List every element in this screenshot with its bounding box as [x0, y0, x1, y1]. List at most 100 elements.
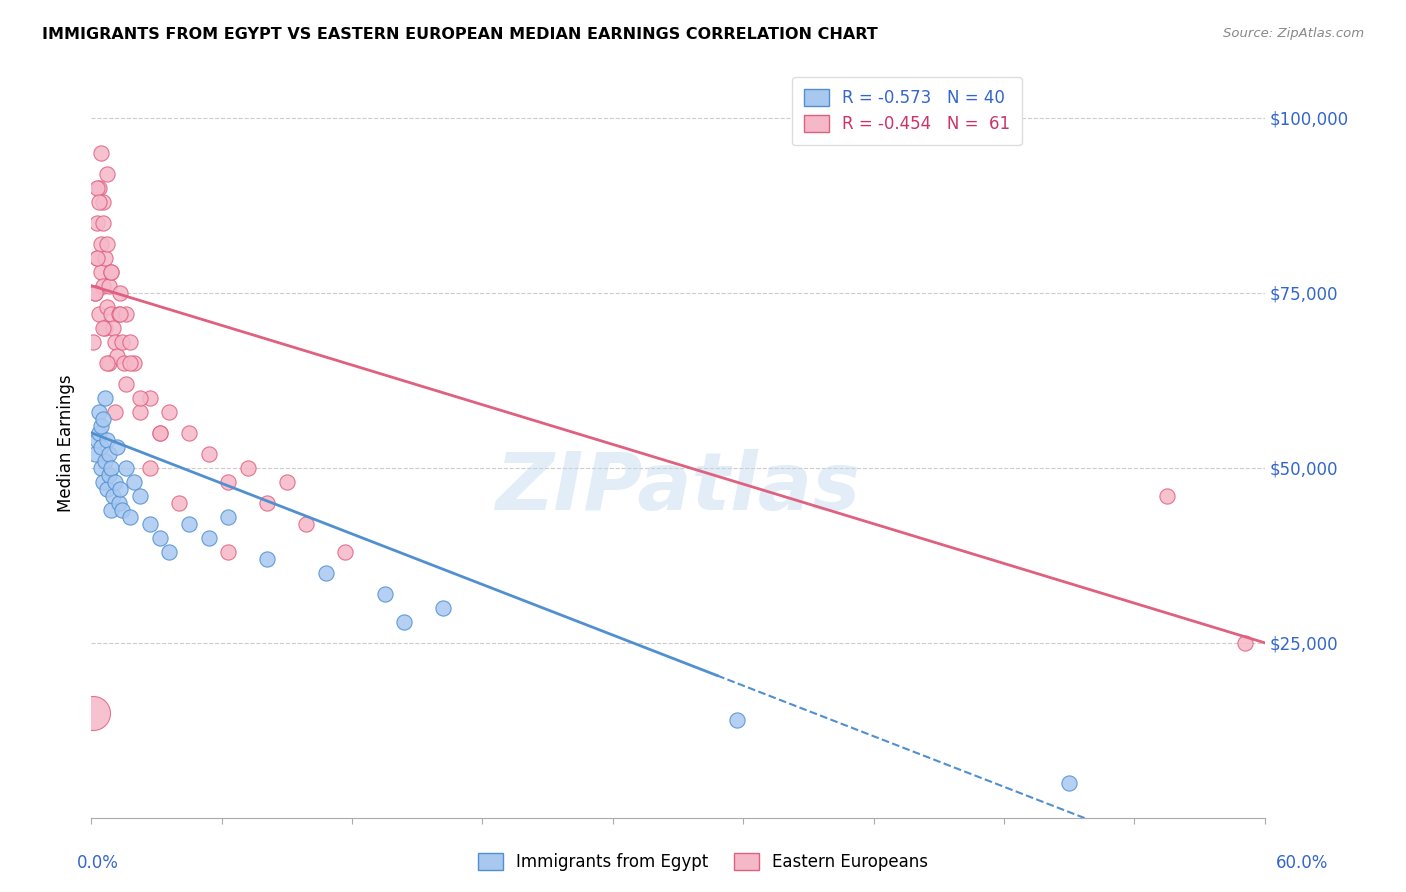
Point: [86, 251, 108, 265]
Point: [122, 475, 145, 489]
Point: [157, 405, 180, 419]
Point: [96, 236, 118, 251]
Point: [96, 482, 118, 496]
Point: [107, 496, 129, 510]
Point: [101, 320, 124, 334]
Point: [120, 509, 142, 524]
Point: [167, 496, 190, 510]
Point: [115, 376, 138, 391]
Point: [149, 425, 172, 440]
Point: [236, 460, 259, 475]
Point: [86, 251, 108, 265]
Point: [87, 194, 110, 209]
Point: [97, 356, 120, 370]
Point: [115, 307, 138, 321]
Point: [91, 194, 114, 209]
Point: [217, 475, 239, 489]
Point: [97, 278, 120, 293]
Point: [139, 460, 162, 475]
Point: [392, 615, 415, 629]
Legend: R = -0.573   N = 40, R = -0.454   N =  61: R = -0.573 N = 40, R = -0.454 N = 61: [792, 77, 1022, 145]
Point: [100, 502, 122, 516]
Point: [120, 334, 142, 349]
Point: [115, 460, 138, 475]
Point: [90, 236, 112, 251]
Point: [107, 307, 129, 321]
Point: [157, 545, 180, 559]
Point: [1156, 489, 1178, 503]
Text: 60.0%: 60.0%: [1277, 855, 1329, 872]
Point: [725, 713, 748, 727]
Point: [91, 475, 114, 489]
Text: IMMIGRANTS FROM EGYPT VS EASTERN EUROPEAN MEDIAN EARNINGS CORRELATION CHART: IMMIGRANTS FROM EGYPT VS EASTERN EUROPEA…: [42, 27, 877, 42]
Point: [90, 418, 112, 433]
Point: [86, 180, 108, 194]
Point: [87, 307, 110, 321]
Point: [97, 447, 120, 461]
Point: [129, 405, 152, 419]
Point: [217, 509, 239, 524]
Point: [276, 475, 298, 489]
Point: [87, 425, 110, 440]
Point: [87, 405, 110, 419]
Point: [149, 425, 172, 440]
Point: [100, 265, 122, 279]
Point: [91, 216, 114, 230]
Point: [104, 475, 127, 489]
Point: [105, 349, 128, 363]
Point: [139, 391, 162, 405]
Legend: Immigrants from Egypt, Eastern Europeans: Immigrants from Egypt, Eastern Europeans: [470, 845, 936, 880]
Point: [96, 167, 118, 181]
Point: [110, 482, 132, 496]
Point: [139, 516, 162, 531]
Point: [96, 356, 118, 370]
Point: [256, 551, 278, 566]
Point: [111, 334, 134, 349]
Point: [315, 566, 337, 580]
Point: [149, 531, 172, 545]
Point: [84, 285, 107, 300]
Point: [110, 285, 132, 300]
Point: [94, 391, 117, 405]
Point: [82, 334, 104, 349]
Point: [1234, 636, 1257, 650]
Point: [256, 496, 278, 510]
Point: [197, 447, 219, 461]
Point: [94, 251, 117, 265]
Point: [110, 307, 132, 321]
Point: [217, 545, 239, 559]
Point: [90, 460, 112, 475]
Point: [91, 278, 114, 293]
Point: [129, 489, 152, 503]
Point: [86, 433, 108, 447]
Point: [122, 356, 145, 370]
Point: [1057, 776, 1080, 790]
Point: [97, 467, 120, 482]
Point: [84, 285, 107, 300]
Point: [91, 411, 114, 425]
Point: [374, 587, 396, 601]
Point: [90, 265, 112, 279]
Point: [96, 433, 118, 447]
Point: [86, 216, 108, 230]
Point: [94, 454, 117, 468]
Point: [101, 489, 124, 503]
Point: [295, 516, 318, 531]
Point: [129, 391, 152, 405]
Point: [84, 447, 107, 461]
Point: [104, 405, 127, 419]
Point: [335, 545, 357, 559]
Point: [111, 502, 134, 516]
Point: [87, 180, 110, 194]
Point: [100, 460, 122, 475]
Point: [120, 356, 142, 370]
Point: [94, 320, 117, 334]
Point: [105, 440, 128, 454]
Point: [177, 425, 200, 440]
Y-axis label: Median Earnings: Median Earnings: [58, 375, 75, 512]
Text: Source: ZipAtlas.com: Source: ZipAtlas.com: [1223, 27, 1364, 40]
Point: [90, 440, 112, 454]
Point: [432, 600, 454, 615]
Point: [197, 531, 219, 545]
Point: [96, 300, 118, 314]
